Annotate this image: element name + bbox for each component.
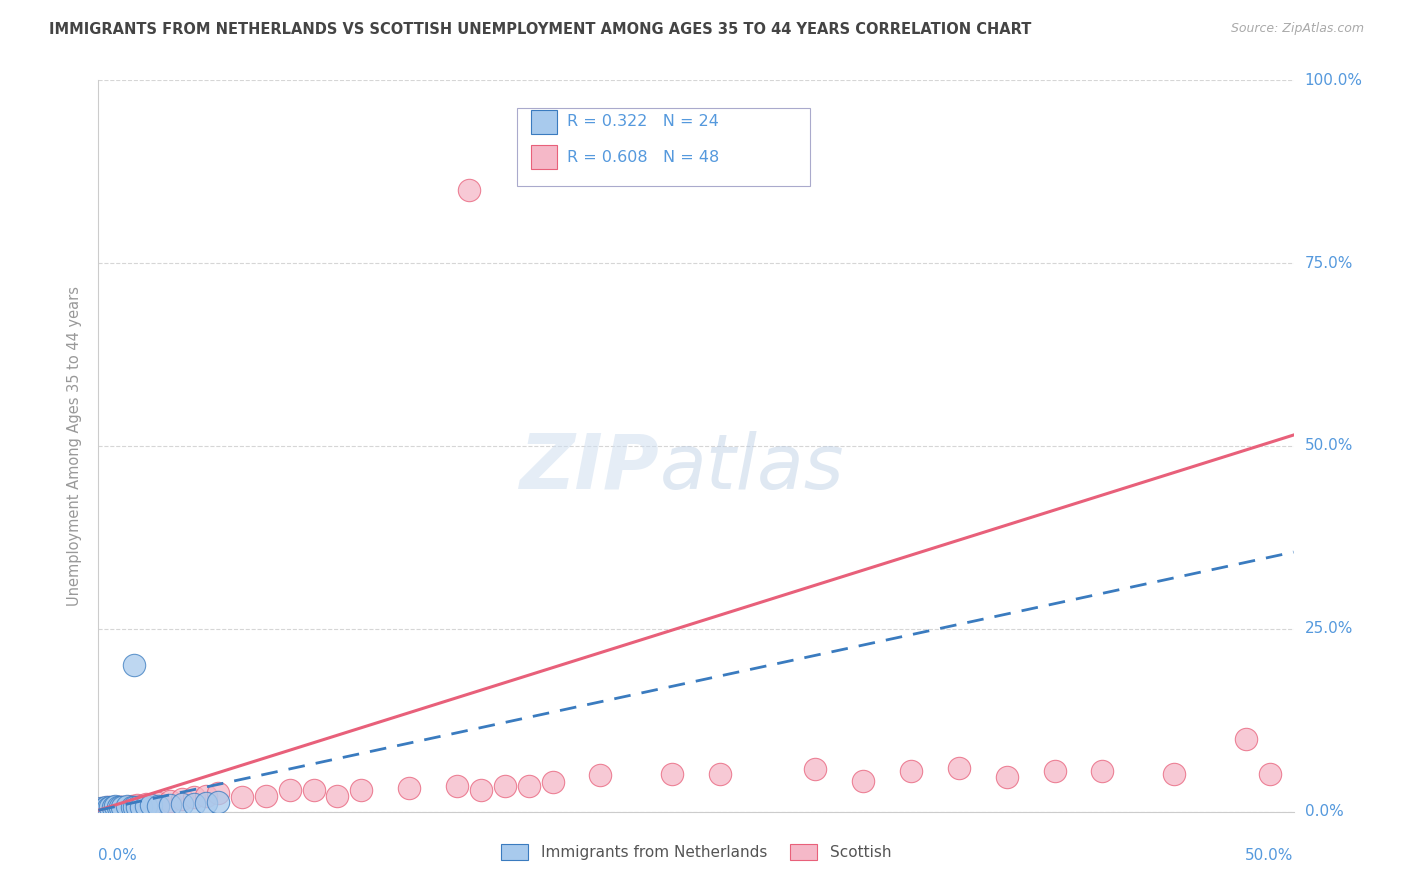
Point [90, 801, 112, 815]
Point [98, 801, 122, 815]
Point [494, 779, 516, 793]
Point [94, 802, 117, 816]
Text: 50.0%: 50.0% [1246, 848, 1294, 863]
Point [326, 789, 349, 803]
Text: R = 0.608   N = 48: R = 0.608 N = 48 [567, 150, 718, 165]
Point [98, 800, 122, 814]
Y-axis label: Unemployment Among Ages 35 to 44 years: Unemployment Among Ages 35 to 44 years [66, 286, 82, 606]
Point [125, 800, 148, 814]
Point [517, 779, 540, 793]
Point [709, 766, 731, 780]
Point [1234, 731, 1257, 746]
Point [350, 782, 373, 797]
Point [804, 762, 827, 776]
Point [115, 798, 138, 813]
Point [124, 658, 146, 673]
Legend: Immigrants from Netherlands, Scottish: Immigrants from Netherlands, Scottish [495, 838, 897, 866]
Point [231, 790, 253, 805]
Text: Source: ZipAtlas.com: Source: ZipAtlas.com [1230, 22, 1364, 36]
Text: 75.0%: 75.0% [1305, 256, 1353, 270]
Point [148, 796, 170, 810]
Point [101, 800, 124, 814]
Text: ZIP: ZIP [520, 431, 661, 505]
Point [104, 798, 127, 813]
Text: 0.0%: 0.0% [1305, 805, 1343, 819]
Point [995, 770, 1018, 784]
Point [207, 795, 229, 809]
Point [108, 800, 131, 814]
Text: R = 0.322   N = 24: R = 0.322 N = 24 [567, 114, 718, 129]
Point [121, 798, 143, 813]
Text: 0.0%: 0.0% [98, 848, 138, 863]
Point [172, 797, 194, 812]
Point [121, 799, 143, 814]
Point [195, 789, 218, 803]
Point [589, 768, 612, 782]
FancyBboxPatch shape [517, 108, 810, 186]
Point [131, 799, 153, 814]
Point [1163, 766, 1185, 780]
Point [97, 801, 120, 815]
Point [94, 800, 117, 814]
Point [159, 794, 181, 808]
Point [97, 800, 120, 814]
Text: 50.0%: 50.0% [1305, 439, 1353, 453]
Point [107, 800, 129, 814]
Point [278, 782, 301, 797]
Point [135, 797, 157, 812]
Point [148, 798, 170, 813]
Point [195, 796, 218, 810]
Point [207, 787, 229, 801]
Point [101, 799, 124, 814]
Point [131, 798, 153, 813]
Point [91, 802, 114, 816]
Point [446, 779, 468, 793]
Point [115, 800, 138, 814]
Point [541, 775, 564, 789]
Point [125, 798, 148, 813]
Point [183, 790, 205, 805]
Point [183, 797, 205, 811]
Text: 25.0%: 25.0% [1305, 622, 1353, 636]
Point [107, 799, 129, 814]
Point [135, 798, 157, 813]
Text: IMMIGRANTS FROM NETHERLANDS VS SCOTTISH UNEMPLOYMENT AMONG AGES 35 TO 44 YEARS C: IMMIGRANTS FROM NETHERLANDS VS SCOTTISH … [49, 22, 1032, 37]
Point [91, 801, 114, 815]
Point [1043, 764, 1066, 779]
Point [302, 782, 325, 797]
Point [900, 764, 922, 779]
Point [111, 800, 134, 814]
Point [90, 802, 112, 816]
Point [398, 781, 420, 796]
Point [458, 183, 481, 197]
Point [470, 782, 492, 797]
Point [124, 799, 146, 814]
Point [159, 798, 181, 813]
Point [111, 799, 134, 814]
Point [139, 798, 162, 813]
Point [104, 801, 127, 815]
Point [1258, 766, 1281, 780]
Point [108, 799, 131, 814]
Point [661, 766, 683, 780]
Point [852, 774, 875, 789]
Point [1091, 764, 1114, 779]
Text: atlas: atlas [661, 431, 845, 505]
Bar [531, 145, 557, 169]
Bar [531, 111, 557, 134]
Point [172, 792, 194, 806]
Point [948, 761, 970, 775]
Text: 100.0%: 100.0% [1305, 73, 1362, 87]
Point [254, 789, 277, 803]
Point [124, 799, 146, 814]
